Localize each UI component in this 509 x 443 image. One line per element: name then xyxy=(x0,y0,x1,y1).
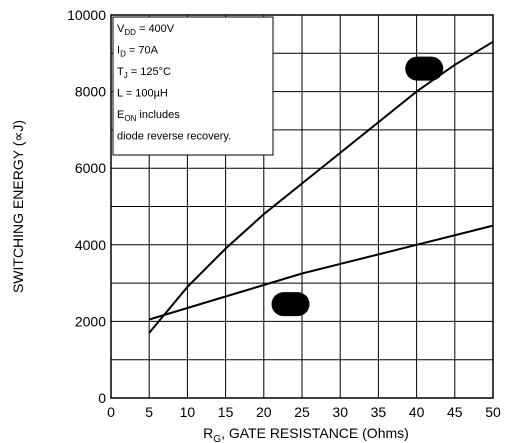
y-axis-title: SWITCHING ENERGY (∝J) xyxy=(10,120,26,293)
x-axis-title: RG, GATE RESISTANCE (Ohms) xyxy=(203,425,409,443)
x-tick-label: 40 xyxy=(409,404,425,420)
condition-line: ID = 70A xyxy=(117,45,159,59)
x-tick-label: 5 xyxy=(145,404,153,420)
series-marker xyxy=(405,56,444,81)
series-line-2 xyxy=(148,224,494,321)
marker-group xyxy=(271,56,444,317)
series-marker xyxy=(271,292,310,317)
y-tick-labels: 0 2000 4000 6000 8000 10000 xyxy=(67,7,106,406)
y-tick-label: 2000 xyxy=(75,313,106,329)
condition-line: TJ = 125°C xyxy=(117,66,171,80)
x-axis-title-sub: G xyxy=(213,434,221,443)
x-axis-title-rest: , GATE RESISTANCE (Ohms) xyxy=(221,425,409,441)
y-tick-label: 8000 xyxy=(75,84,106,100)
x-tick-label: 50 xyxy=(485,404,501,420)
condition-line: VDD = 400V xyxy=(117,23,175,37)
y-tick-label: 6000 xyxy=(75,160,106,176)
x-tick-label: 15 xyxy=(218,404,234,420)
x-tick-label: 0 xyxy=(107,404,115,420)
condition-line: diode reverse recovery. xyxy=(117,131,231,143)
grid xyxy=(111,15,493,398)
x-tick-label: 30 xyxy=(332,404,348,420)
conditions-box: VDD = 400V ID = 70A TJ = 125°C L = 100µH EON… xyxy=(112,16,274,156)
plot-frame xyxy=(110,14,494,399)
x-tick-labels: 0 5 10 15 20 25 30 35 40 45 50 xyxy=(107,404,501,420)
x-tick-label: 45 xyxy=(447,404,463,420)
condition-line: L = 100µH xyxy=(117,88,168,100)
x-axis-title-main: R xyxy=(203,425,213,441)
x-tick-label: 35 xyxy=(371,404,387,420)
x-tick-label: 10 xyxy=(180,404,196,420)
y-tick-label: 0 xyxy=(98,390,106,406)
conditions-box-frame xyxy=(112,16,274,156)
y-tick-label: 10000 xyxy=(67,7,106,23)
condition-line: EON includes xyxy=(117,109,180,123)
x-tick-label: 20 xyxy=(256,404,272,420)
y-tick-label: 4000 xyxy=(75,237,106,253)
x-tick-label: 25 xyxy=(294,404,310,420)
